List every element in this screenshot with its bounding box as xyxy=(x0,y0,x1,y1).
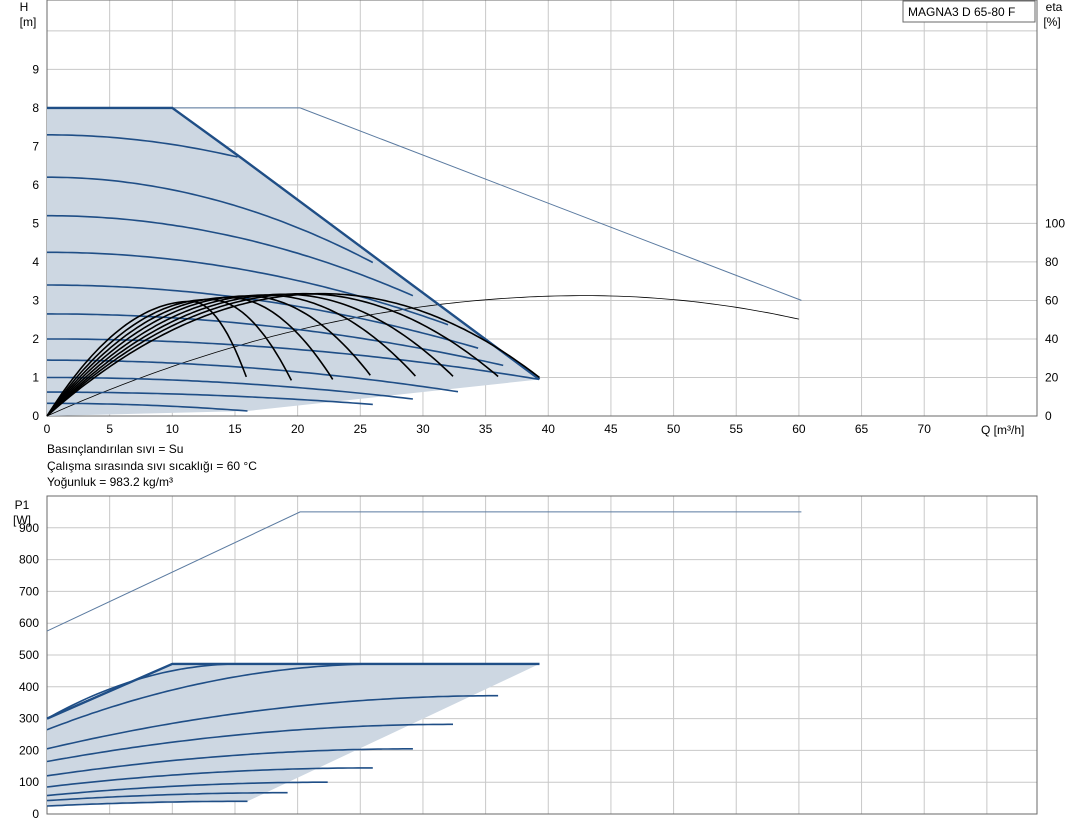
power-y-tick: 100 xyxy=(19,775,39,789)
head-operating-area xyxy=(47,107,540,417)
power-y-tick: 900 xyxy=(19,521,39,535)
power-y-tick: 300 xyxy=(19,712,39,726)
efficiency-curve xyxy=(46,295,371,417)
head-y-tick: 6 xyxy=(32,178,39,192)
head-x-tick: 45 xyxy=(604,422,618,436)
efficiency-curve xyxy=(46,300,248,417)
head-x-tick: 35 xyxy=(479,422,493,436)
eta-y-tick: 20 xyxy=(1045,370,1059,384)
head-x-tick: 55 xyxy=(730,422,744,436)
speed-curve xyxy=(47,214,414,297)
head-y-tick: 2 xyxy=(32,332,39,346)
power-curve xyxy=(46,663,383,731)
p1-axis-title: P1 xyxy=(15,498,30,512)
q-axis-title: Q [m³/h] xyxy=(981,423,1024,437)
head-axis-label: H [m] xyxy=(20,0,37,29)
h-axis-title: H xyxy=(20,0,29,14)
efficiency-curve xyxy=(46,293,454,417)
power-curve xyxy=(46,767,373,788)
eta-y-tick: 60 xyxy=(1045,293,1059,307)
head-y-tick: 0 xyxy=(32,409,39,423)
power-y-tick: 500 xyxy=(19,648,39,662)
power-y-tick: 0 xyxy=(32,807,39,821)
speed-curve xyxy=(47,313,504,367)
head-x-tick: 25 xyxy=(354,422,368,436)
eta-y-tick: 100 xyxy=(1045,216,1065,230)
head-x-tick: 5 xyxy=(106,422,113,436)
power-curve xyxy=(46,748,413,777)
eta-y-tick: 80 xyxy=(1045,255,1059,269)
eta-extended-curve xyxy=(46,295,799,417)
h-axis-unit: [m] xyxy=(20,15,37,29)
head-y-tick: 9 xyxy=(32,62,39,76)
head-x-tick: 20 xyxy=(291,422,305,436)
speed-curve xyxy=(47,134,238,158)
head-x-tick: 40 xyxy=(542,422,556,436)
head-x-tick: 70 xyxy=(918,422,932,436)
speed-curve xyxy=(47,376,413,400)
speed-curve xyxy=(47,176,374,264)
speed-curve xyxy=(47,338,539,380)
eta-axis-unit: [%] xyxy=(1043,15,1060,29)
head-chart: 0 5 10 15 20 25 30 35 40 45 50 55 60 65 70012345678902… xyxy=(32,0,1065,436)
head-x-tick: 10 xyxy=(166,422,180,436)
power-axis-label: P1 [W] xyxy=(13,498,31,527)
legend-box: MAGNA3 D 65-80 F xyxy=(902,0,1036,23)
power-curve xyxy=(46,791,288,802)
eta-y-tick: 40 xyxy=(1045,332,1059,346)
power-curve xyxy=(46,723,453,763)
power-curve xyxy=(46,694,499,750)
head-x-tick: 30 xyxy=(416,422,430,436)
power-y-tick: 200 xyxy=(19,743,39,757)
speed-curve xyxy=(47,284,479,349)
efficiency-curve xyxy=(46,298,293,417)
head-x-tick: 0 xyxy=(44,422,51,436)
fluid-notes: Basınçlandırılan sıvı = Su Çalışma sıras… xyxy=(47,442,257,489)
speed-curve xyxy=(47,391,373,406)
efficiency-curve xyxy=(46,296,334,417)
eta-y-tick: 0 xyxy=(1045,409,1052,423)
head-y-tick: 1 xyxy=(32,370,39,384)
power-operating-area xyxy=(47,663,540,806)
eta-axis-label: eta [%] xyxy=(1043,0,1062,29)
head-x-tick: 65 xyxy=(855,422,869,436)
note-fluid: Basınçlandırılan sıvı = Su xyxy=(47,442,183,456)
head-y-tick: 8 xyxy=(32,101,39,115)
head-x-tick: 60 xyxy=(792,422,806,436)
power-curve xyxy=(46,800,248,807)
p1-axis-unit: [W] xyxy=(13,513,31,527)
head-y-tick: 4 xyxy=(32,255,39,269)
head-x-tick: 50 xyxy=(667,422,681,436)
power-curve xyxy=(46,781,328,797)
note-temperature: Çalışma sırasında sıvı sıcaklığı = 60 °C xyxy=(47,459,257,473)
pump-model-label: MAGNA3 D 65-80 F xyxy=(908,5,1015,19)
power-y-tick: 800 xyxy=(19,553,39,567)
max-speed-curve xyxy=(47,106,541,381)
note-density: Yoğunluk = 983.2 kg/m³ xyxy=(47,475,173,489)
power-chart: 0 100 200 300 400 500 600 700 800 900 xyxy=(19,495,1038,821)
power-y-tick: 700 xyxy=(19,584,39,598)
speed-curve xyxy=(47,251,449,326)
head-y-tick: 7 xyxy=(32,139,39,153)
power-frame xyxy=(46,495,1038,815)
speed-curve xyxy=(46,359,459,393)
power-y-tick: 400 xyxy=(19,680,39,694)
head-y-tick: 5 xyxy=(32,216,39,230)
max-power-curve xyxy=(46,662,540,720)
head-y-tick: 3 xyxy=(32,293,39,307)
power-extended-line xyxy=(46,511,802,632)
eta-axis-title: eta xyxy=(1046,0,1063,14)
power-y-tick: 600 xyxy=(19,616,39,630)
speed-curve xyxy=(47,402,248,412)
head-x-tick: 15 xyxy=(228,422,242,436)
